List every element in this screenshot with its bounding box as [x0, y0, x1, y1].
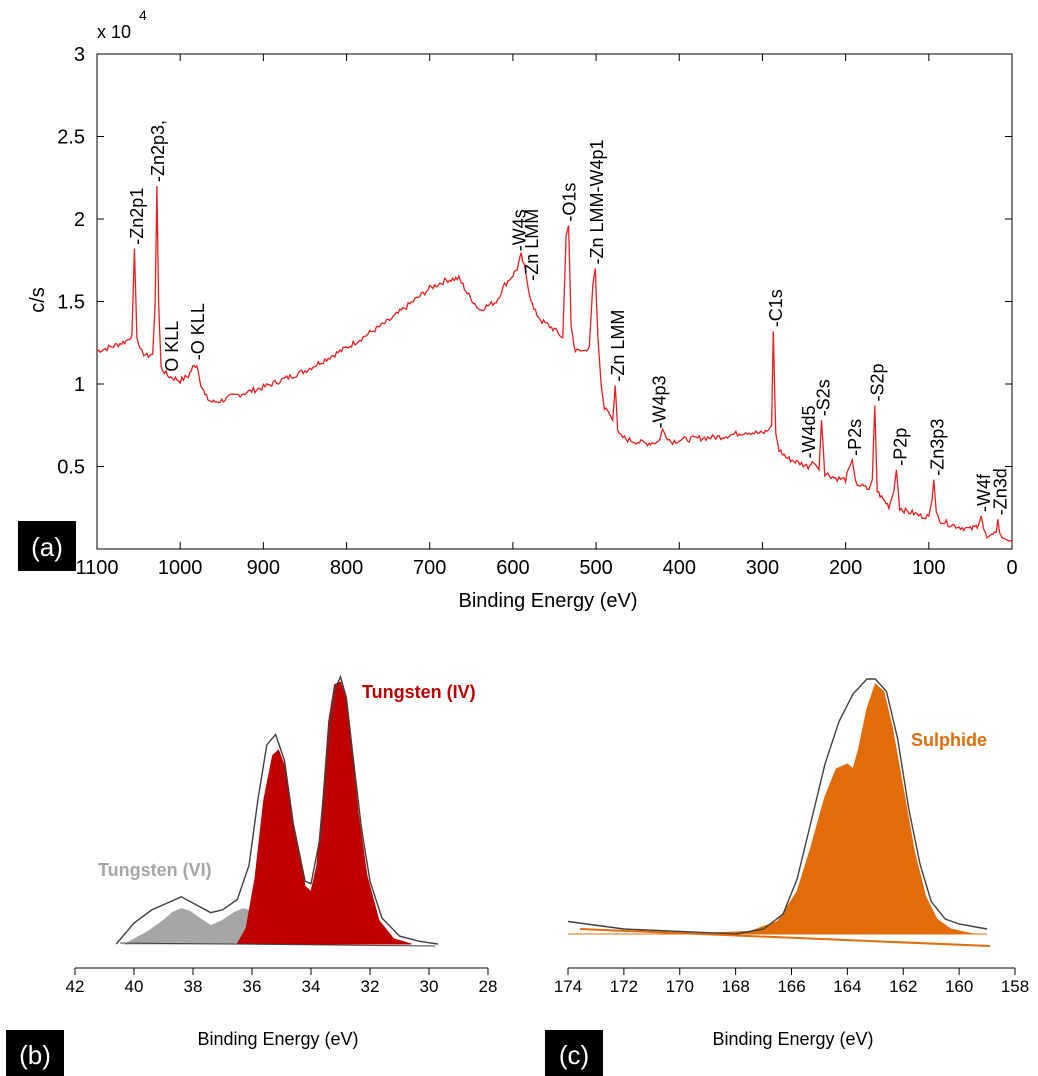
panel-c-x-axis-label: Binding Energy (eV)	[712, 1029, 873, 1049]
panel-a-peak-label: -W4p3	[650, 375, 670, 428]
panel-a-peak-label: -P2s	[845, 419, 865, 456]
panel-c-x-tick-label: 164	[833, 977, 861, 996]
panel-a-peak-label: -Zn LMM-W4p1	[587, 139, 607, 264]
panel-a-x-tick-label: 600	[496, 557, 529, 579]
panel-a-x-tick-label: 800	[330, 557, 363, 579]
panel-a-x-tick-label: 900	[247, 557, 280, 579]
panel-a-peak-label: -Zn2p1	[127, 188, 147, 245]
panel-a-x-tick-label: 300	[746, 557, 779, 579]
panel-c-x-tick-label: 166	[777, 977, 805, 996]
panel-a-y-tick-label: 1	[74, 374, 85, 396]
panel-a-y-multiplier-exponent: 4	[139, 7, 147, 23]
panel-c-x-ticks: 174 172 170 168 166 164 162 160 158	[554, 968, 1029, 996]
panel-b-x-tick-label: 40	[125, 977, 144, 996]
panel-a-peak-label: -W4f	[974, 473, 994, 512]
panel-a-y-ticks: 0.5 1 1.5 2 2.5 3	[57, 44, 1012, 479]
panel-a-peak-label: -Zn LMM	[608, 310, 628, 382]
panel-c-fits	[567, 678, 988, 935]
panel-a-label: (a)	[31, 532, 63, 562]
panel-a-peak-label: -W4s	[510, 209, 530, 251]
panel-a-x-tick-label: 400	[663, 557, 696, 579]
panel-a-x-axis-label: Binding Energy (eV)	[459, 590, 638, 612]
panel-c-x-tick-label: 158	[1001, 977, 1029, 996]
panel-b-label: (b)	[19, 1040, 51, 1070]
panel-c-x-tick-label: 174	[554, 977, 582, 996]
panel-a-peak-label: -O1s	[560, 183, 580, 222]
panel-c-baseline	[579, 928, 991, 947]
panel-a-peak-label: -Zn2p3,	[148, 120, 168, 182]
panel-c-label-box	[545, 1030, 603, 1076]
panel-a-peak-label: -O KLL	[188, 303, 208, 360]
panel-a-peak-labels: -Zn2p1-Zn2p3,O KLL -O KLL-W4s-Zn LMM-O1s -…	[127, 120, 1010, 515]
panel-a-y-tick-label: 1.5	[57, 292, 85, 314]
panel-b-fits	[115, 674, 439, 945]
panel-a-spectrum-line	[96, 185, 1012, 542]
panel-c-envelope-line	[567, 678, 988, 935]
panel-a-x-tick-label: 500	[579, 557, 612, 579]
panel-b-annotation-tungsten-vi: Tungsten (VI)	[98, 860, 212, 880]
panel-c-fit-area	[568, 683, 988, 935]
panel-a-label-box	[18, 521, 76, 571]
panel-c-sulphide-spectrum: 174 172 170 168 166 164 162 160 158 Sulphide Bin…	[545, 678, 1029, 1076]
panel-a-x-tick-label: 1000	[158, 557, 203, 579]
panel-a-y-tick-label: 2.5	[57, 127, 85, 149]
panel-a-x-tick-label: 0	[1006, 557, 1017, 579]
panel-a-survey-spectrum: x 10 4 c/s Binding Energy (eV) 0.5 1 1.5 2 2…	[18, 7, 1018, 612]
panel-a-x-tick-label: 100	[912, 557, 945, 579]
panel-c-x-tick-label: 172	[610, 977, 638, 996]
panel-a-peak-label: -P2p	[891, 428, 911, 466]
panel-a-x-ticks: 1100 1000 900 800 700 600 500 400 300 200 100 0	[75, 54, 1018, 579]
panel-a-peak-label: O KLL	[162, 321, 182, 372]
panel-b-x-tick-label: 30	[420, 977, 439, 996]
panel-a-y-tick-label: 3	[74, 44, 85, 66]
panel-c-x-tick-label: 162	[889, 977, 917, 996]
panel-b-annotation-tungsten-iv: Tungsten (IV)	[362, 682, 476, 702]
panel-a-peak-label: -Zn3d	[991, 468, 1011, 515]
panel-b-x-axis-label: Binding Energy (eV)	[197, 1029, 358, 1049]
panel-b-tungsten-spectrum: 42 40 38 36 34 32 30 28 Tungsten (IV) Tungsten …	[6, 674, 498, 1076]
panel-a-peak-label: -C1s	[766, 289, 786, 327]
panel-b-fit-area	[236, 681, 412, 945]
panel-a-y-tick-label: 0.5	[57, 457, 85, 479]
panel-c-x-tick-label: 168	[721, 977, 749, 996]
panel-a-peak-label: -S2p	[867, 363, 887, 401]
panel-b-baseline	[119, 942, 436, 947]
panel-b-label-box	[6, 1030, 64, 1076]
panel-c-annotation-sulphide: Sulphide	[911, 730, 987, 750]
panel-b-x-tick-label: 36	[243, 977, 262, 996]
panel-b-x-tick-label: 34	[302, 977, 321, 996]
panel-a-peak-label: -W4d5	[799, 405, 819, 458]
panel-a-y-tick-label: 2	[74, 209, 85, 231]
panel-a-x-tick-label: 200	[829, 557, 862, 579]
panel-a-peak-label: -S2s	[813, 379, 833, 416]
panel-b-x-tick-label: 38	[184, 977, 203, 996]
panel-b-envelope-line	[115, 674, 439, 945]
panel-a-plot-frame	[96, 53, 1013, 550]
panel-b-x-tick-label: 42	[66, 977, 85, 996]
panel-a-peak-label: -Zn LMM	[522, 209, 542, 281]
panel-b-x-tick-label: 28	[479, 977, 498, 996]
panel-c-x-tick-label: 160	[945, 977, 973, 996]
panel-a-y-multiplier: x 10	[97, 22, 131, 42]
panel-a-x-tick-label: 700	[413, 557, 446, 579]
panel-a-peak-label: -Zn3p3	[927, 419, 947, 476]
panel-c-label: (c)	[559, 1040, 589, 1070]
panel-a-y-axis-label: c/s	[27, 287, 49, 313]
panel-b-x-tick-label: 32	[361, 977, 380, 996]
panel-c-x-tick-label: 170	[666, 977, 694, 996]
panel-b-x-ticks: 42 40 38 36 34 32 30 28	[66, 968, 498, 996]
panel-a-x-tick-label: 1100	[75, 557, 118, 579]
